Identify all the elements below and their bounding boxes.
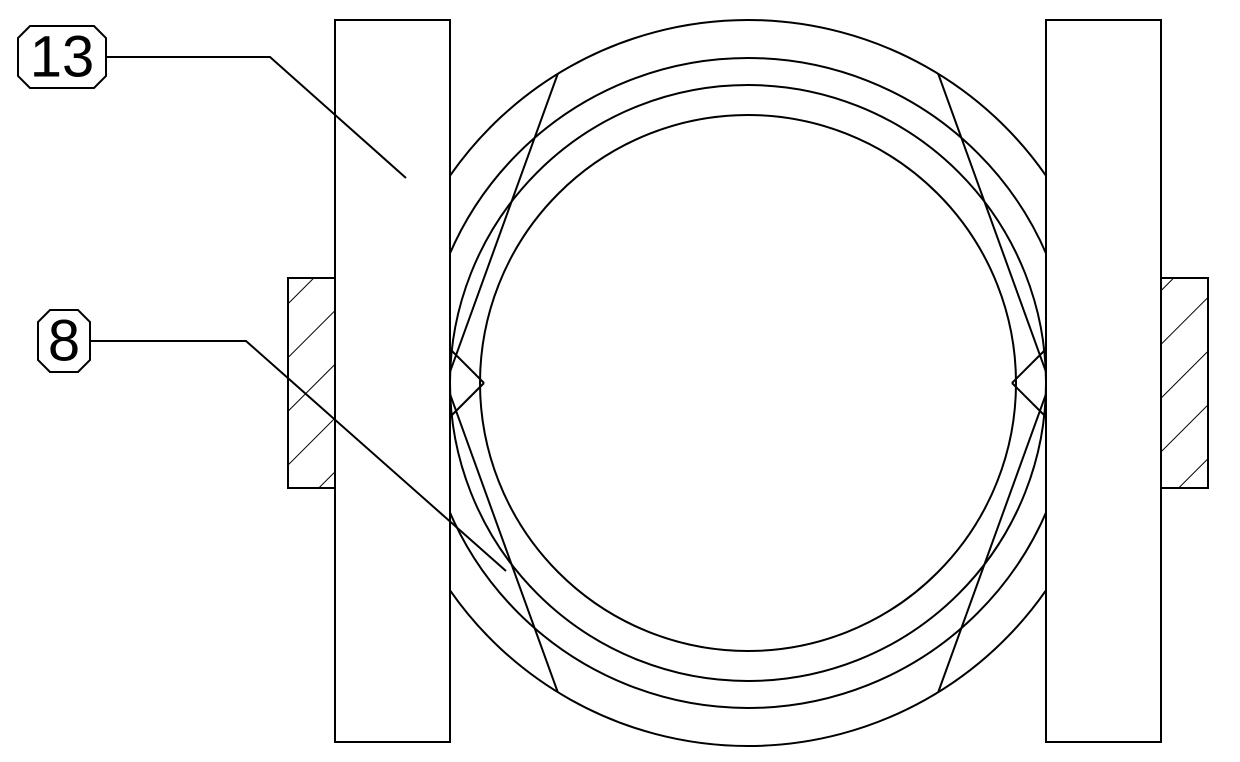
ring-2 bbox=[423, 58, 1073, 708]
label-text-13: 13 bbox=[30, 25, 95, 90]
hex-top bbox=[450, 30, 1046, 383]
left-flange bbox=[288, 278, 335, 488]
technical-drawing: 13 8 bbox=[0, 0, 1240, 762]
right-block bbox=[1046, 20, 1161, 742]
label-text-8: 8 bbox=[48, 309, 80, 374]
outer-ring-bottom bbox=[450, 590, 1046, 746]
hex-apex-right-top bbox=[1012, 349, 1046, 383]
ring-inner bbox=[480, 115, 1016, 651]
hex-apex-left-top bbox=[450, 349, 484, 383]
outer-ring-top bbox=[450, 20, 1046, 176]
hex-apex-left-bottom bbox=[450, 383, 484, 417]
hex-apex-right-bottom bbox=[1012, 383, 1046, 417]
ring-3 bbox=[450, 85, 1046, 681]
right-flange bbox=[1161, 278, 1208, 488]
left-block bbox=[335, 20, 450, 742]
